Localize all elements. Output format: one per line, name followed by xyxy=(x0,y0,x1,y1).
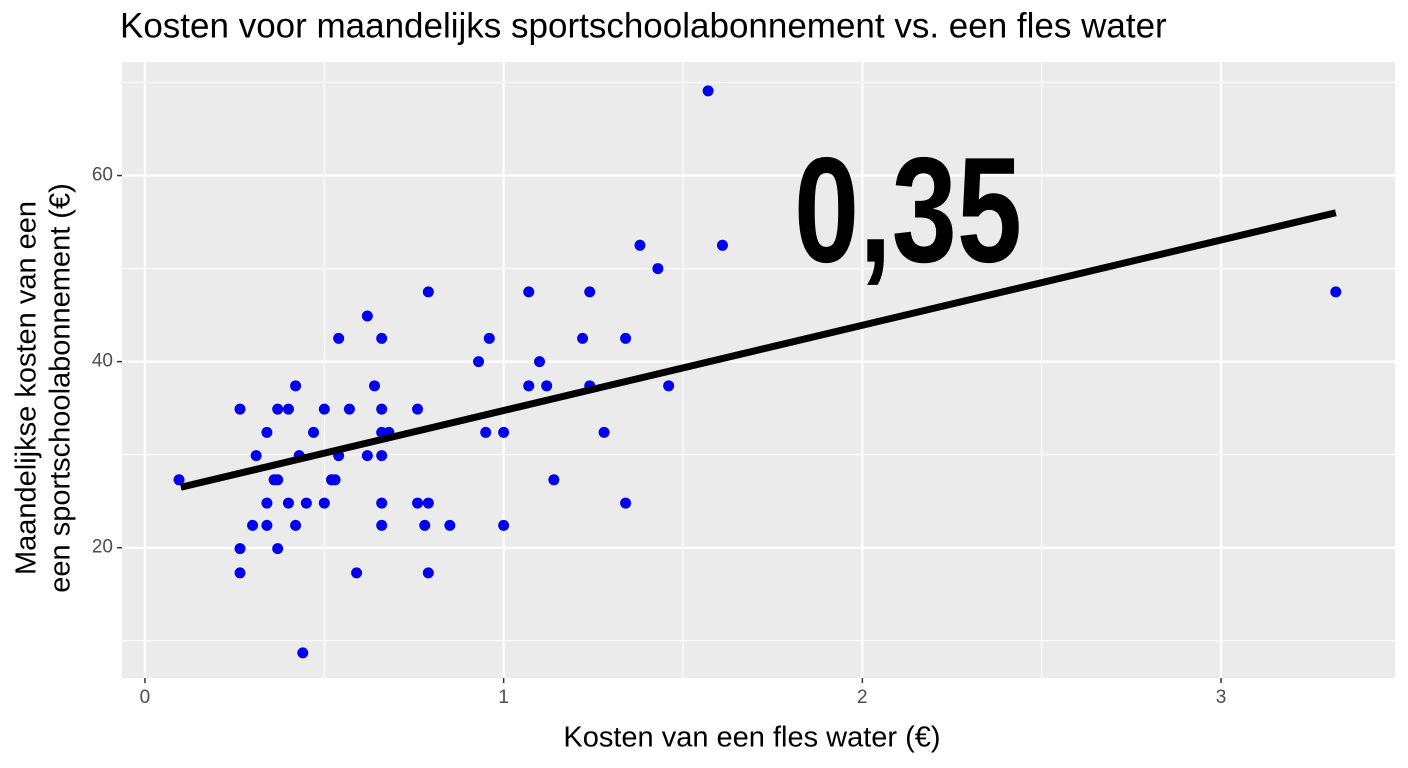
point xyxy=(444,519,456,531)
point xyxy=(261,519,273,531)
point xyxy=(376,497,388,509)
point xyxy=(652,263,664,275)
point xyxy=(282,497,294,509)
point xyxy=(523,380,535,392)
point xyxy=(1330,286,1342,298)
point xyxy=(663,380,675,392)
point xyxy=(234,543,246,555)
point xyxy=(329,474,341,486)
point xyxy=(422,567,434,579)
point xyxy=(523,286,535,298)
point xyxy=(308,426,320,438)
point xyxy=(376,403,388,415)
point xyxy=(480,426,492,438)
point xyxy=(498,519,510,531)
point xyxy=(290,380,302,392)
point xyxy=(247,519,259,531)
point xyxy=(422,286,434,298)
point xyxy=(376,450,388,462)
point xyxy=(598,426,610,438)
x-axis-title: Kosten van een fles water (€) xyxy=(563,722,940,754)
y-axis-title: een sportschoolabonnement (€) xyxy=(45,183,77,592)
point xyxy=(261,497,273,509)
point xyxy=(234,567,246,579)
annotation: 0,35 xyxy=(794,126,1022,294)
x-tick-label: 3 xyxy=(1216,687,1227,708)
point xyxy=(318,403,330,415)
point xyxy=(272,403,284,415)
plot-panel xyxy=(122,62,1395,678)
point xyxy=(290,519,302,531)
point xyxy=(173,474,185,486)
point xyxy=(620,497,632,509)
point xyxy=(297,647,309,659)
point xyxy=(376,519,388,531)
point xyxy=(369,380,381,392)
point xyxy=(412,403,424,415)
point xyxy=(483,332,495,344)
fit-line xyxy=(180,209,1337,491)
point xyxy=(333,332,345,344)
point xyxy=(282,403,294,415)
point xyxy=(577,332,589,344)
point xyxy=(620,332,632,344)
point xyxy=(272,474,284,486)
y-tick-label: 40 xyxy=(92,351,113,372)
point xyxy=(498,426,510,438)
point xyxy=(361,450,373,462)
point xyxy=(541,380,553,392)
point xyxy=(473,356,485,368)
point xyxy=(534,356,546,368)
point xyxy=(412,497,424,509)
point xyxy=(351,567,363,579)
y-tick-label: 60 xyxy=(92,165,113,186)
point xyxy=(300,497,312,509)
point xyxy=(272,543,284,555)
point xyxy=(548,474,560,486)
point xyxy=(419,519,431,531)
chart-title: Kosten voor maandelijks sportschoolabonn… xyxy=(120,6,1167,45)
point xyxy=(702,85,714,97)
grid xyxy=(122,62,1395,678)
y-axis-title: Maandelijkse kosten van een xyxy=(11,201,43,575)
x-tick-label: 2 xyxy=(857,687,868,708)
x-tick-label: 1 xyxy=(498,687,509,708)
point xyxy=(318,497,330,509)
x-tick-label: 0 xyxy=(140,687,151,708)
point xyxy=(716,239,728,251)
point xyxy=(376,332,388,344)
point xyxy=(234,403,246,415)
point xyxy=(250,450,262,462)
point xyxy=(422,497,434,509)
point xyxy=(361,310,373,322)
marks xyxy=(173,85,1342,659)
point xyxy=(261,426,273,438)
point xyxy=(584,286,596,298)
point xyxy=(634,239,646,251)
y-tick-label: 20 xyxy=(92,537,113,558)
point xyxy=(343,403,355,415)
